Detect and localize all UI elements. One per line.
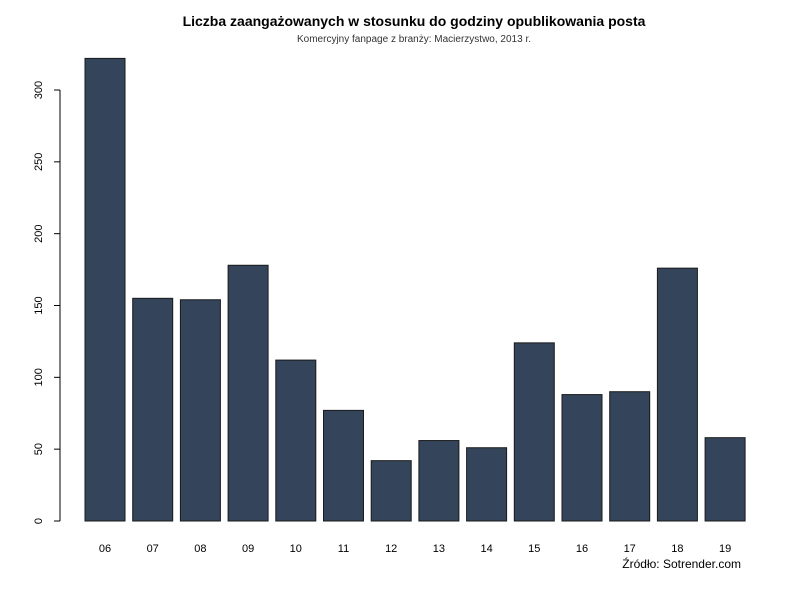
bar-12 [370,460,412,522]
x-tick-label: 13 [433,543,445,555]
y-tick-label: 300 [33,81,45,99]
x-tick-label: 09 [242,543,254,555]
x-tick-label: 06 [99,543,111,555]
chart-title: Liczba zaangażowanych w stosunku do godz… [183,13,646,29]
y-tick-label: 200 [33,224,45,242]
bar-07 [132,297,174,522]
x-tick-label: 12 [385,543,397,555]
bar-11 [323,409,364,522]
x-tick-label: 14 [480,543,492,555]
y-tick-label: 0 [33,518,45,524]
y-tick-label: 100 [33,368,45,386]
x-tick-label: 16 [576,543,588,555]
bar-17 [609,391,651,522]
y-tick-label: 250 [33,153,45,171]
bar-15 [513,342,555,522]
x-tick-label: 15 [528,543,540,555]
bar-18 [656,267,698,522]
source-note: Źródło: Sotrender.com [622,556,741,571]
bar-16 [561,394,603,522]
x-tick-label: 17 [624,543,636,555]
bar-09 [227,264,269,522]
y-tick-label: 50 [33,443,45,455]
bar-10 [275,359,317,522]
bar-06 [84,57,126,522]
x-tick-label: 18 [671,543,683,555]
bar-08 [179,299,221,522]
x-tick-label: 08 [194,543,206,555]
x-tick-label: 07 [147,543,159,555]
x-tick-label: 10 [290,543,302,555]
x-tick-label: 11 [338,543,349,555]
x-tick-label: 19 [719,543,731,555]
y-tick-label: 150 [33,296,45,314]
bar-19 [704,437,746,522]
bar-13 [418,440,460,522]
bar-14 [466,447,508,522]
chart-subtitle: Komercyjny fanpage z branży: Macierzystw… [297,34,531,45]
